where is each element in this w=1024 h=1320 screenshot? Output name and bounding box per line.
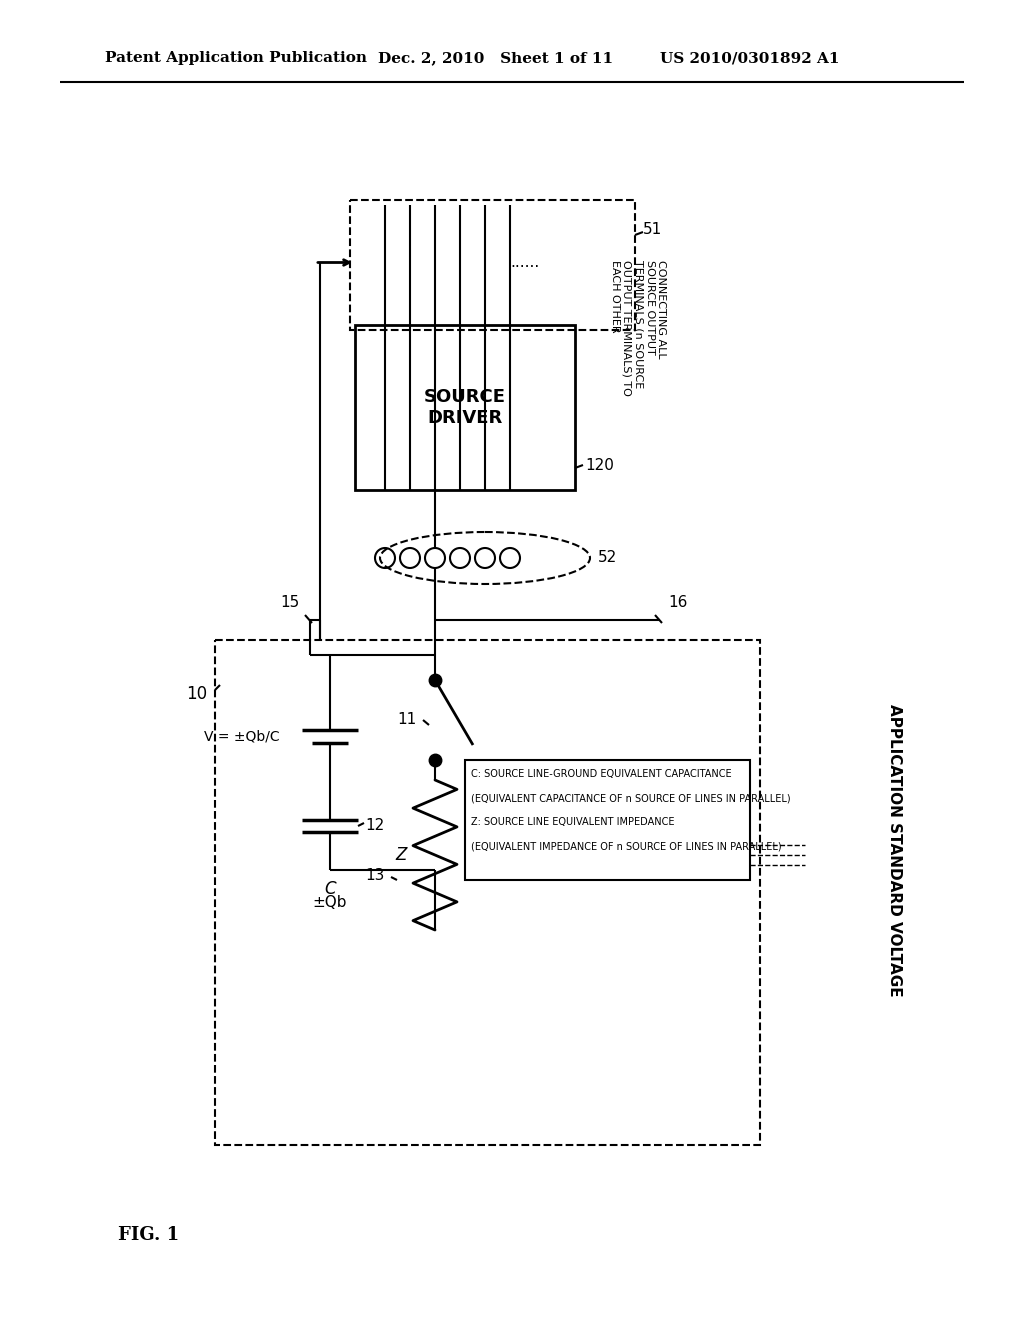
Text: C: C <box>325 880 336 898</box>
Text: Z: Z <box>395 846 407 865</box>
Text: C: SOURCE LINE-GROUND EQUIVALENT CAPACITANCE: C: SOURCE LINE-GROUND EQUIVALENT CAPACIT… <box>471 770 731 779</box>
Text: Z: SOURCE LINE EQUIVALENT IMPEDANCE: Z: SOURCE LINE EQUIVALENT IMPEDANCE <box>471 817 675 828</box>
Bar <box>350 201 635 330</box>
Bar <box>465 760 750 880</box>
Bar <box>215 640 760 1144</box>
Text: Dec. 2, 2010   Sheet 1 of 11: Dec. 2, 2010 Sheet 1 of 11 <box>378 51 613 65</box>
Text: ......: ...... <box>510 255 540 271</box>
Text: 10: 10 <box>186 685 207 704</box>
Text: (EQUIVALENT CAPACITANCE OF n SOURCE OF LINES IN PARALLEL): (EQUIVALENT CAPACITANCE OF n SOURCE OF L… <box>471 793 791 804</box>
Text: ±Qb: ±Qb <box>312 895 347 909</box>
Text: FIG. 1: FIG. 1 <box>118 1226 179 1243</box>
Text: 120: 120 <box>585 458 613 473</box>
Text: Patent Application Publication: Patent Application Publication <box>105 51 367 65</box>
Text: 13: 13 <box>366 867 385 883</box>
Text: 52: 52 <box>598 550 617 565</box>
Text: 11: 11 <box>397 713 417 727</box>
Text: 15: 15 <box>281 595 300 610</box>
Text: SOURCE
DRIVER: SOURCE DRIVER <box>424 388 506 426</box>
Text: CONNECTING ALL
SOURCE OUTPUT
TERMINALS (n SOURCE
OUTPUT TERMINALS) TO
EACH OTHER: CONNECTING ALL SOURCE OUTPUT TERMINALS (… <box>610 260 667 396</box>
Text: 16: 16 <box>668 595 687 610</box>
Text: US 2010/0301892 A1: US 2010/0301892 A1 <box>660 51 840 65</box>
Bar <box>355 325 575 490</box>
Text: 51: 51 <box>643 223 663 238</box>
Text: APPLICATION STANDARD VOLTAGE: APPLICATION STANDARD VOLTAGE <box>888 704 902 997</box>
Text: V = ±Qb/C: V = ±Qb/C <box>205 730 280 744</box>
Text: 12: 12 <box>365 818 384 833</box>
Text: (EQUIVALENT IMPEDANCE OF n SOURCE OF LINES IN PARALLEL): (EQUIVALENT IMPEDANCE OF n SOURCE OF LIN… <box>471 841 781 851</box>
